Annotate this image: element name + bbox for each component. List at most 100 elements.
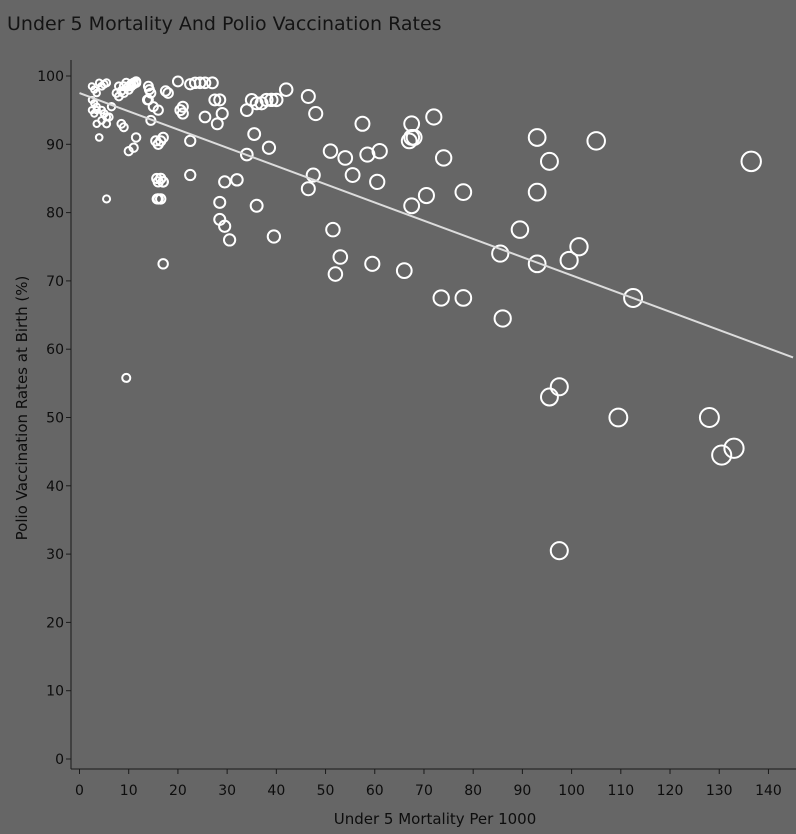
data-point bbox=[300, 88, 316, 104]
data-point bbox=[162, 87, 174, 99]
y-tick-label: 60 bbox=[46, 342, 64, 358]
data-point bbox=[269, 92, 284, 108]
data-point bbox=[425, 108, 443, 126]
x-tick-label: 140 bbox=[755, 783, 782, 799]
data-point bbox=[491, 244, 510, 263]
data-point bbox=[405, 129, 423, 146]
data-point bbox=[259, 92, 274, 107]
data-point bbox=[157, 176, 169, 188]
data-point bbox=[130, 132, 142, 143]
data-point bbox=[171, 75, 184, 88]
data-point bbox=[325, 221, 341, 238]
data-point bbox=[623, 287, 644, 308]
data-point bbox=[364, 255, 381, 272]
data-point bbox=[403, 115, 421, 133]
x-axis-label: Under 5 Mortality Per 1000 bbox=[334, 810, 537, 828]
x-tick-label: 0 bbox=[75, 783, 84, 799]
data-point bbox=[152, 104, 164, 116]
y-tick-label: 90 bbox=[46, 137, 64, 153]
data-point bbox=[711, 444, 733, 466]
data-point bbox=[210, 117, 224, 131]
data-point bbox=[300, 181, 316, 197]
data-point bbox=[128, 142, 139, 153]
y-axis-ticks: 0 10 20 30 40 50 60 70 80 90 100 bbox=[37, 69, 71, 768]
data-point bbox=[157, 131, 169, 144]
x-tick-label: 10 bbox=[120, 783, 138, 799]
data-point bbox=[208, 93, 222, 107]
data-point bbox=[222, 233, 237, 247]
chart-title: Under 5 Mortality And Polio Vaccination … bbox=[7, 13, 442, 35]
data-point bbox=[193, 76, 207, 90]
data-point bbox=[157, 258, 169, 270]
data-point bbox=[344, 167, 361, 183]
data-point bbox=[218, 219, 232, 233]
data-point bbox=[159, 85, 172, 97]
x-tick-label: 80 bbox=[464, 783, 482, 799]
y-tick-label: 0 bbox=[55, 752, 64, 768]
data-point bbox=[337, 150, 354, 166]
y-tick-label: 20 bbox=[46, 615, 64, 631]
y-tick-label: 50 bbox=[46, 411, 64, 427]
data-point bbox=[540, 387, 559, 407]
data-point bbox=[121, 372, 132, 383]
data-point bbox=[102, 78, 112, 88]
data-point bbox=[239, 147, 254, 162]
data-point bbox=[198, 76, 212, 90]
data-point bbox=[261, 140, 277, 155]
data-point bbox=[176, 107, 189, 120]
x-tick-label: 100 bbox=[558, 783, 585, 799]
data-point bbox=[417, 186, 435, 205]
data-point bbox=[327, 266, 344, 282]
trend-line bbox=[79, 92, 794, 359]
y-tick-label: 100 bbox=[37, 69, 64, 85]
data-point bbox=[92, 105, 101, 115]
data-point bbox=[155, 193, 167, 205]
data-point bbox=[102, 119, 112, 129]
data-point bbox=[540, 151, 559, 171]
data-point bbox=[369, 173, 386, 190]
data-point bbox=[723, 437, 745, 459]
data-point bbox=[403, 197, 421, 215]
x-tick-label: 20 bbox=[169, 783, 187, 799]
y-tick-label: 30 bbox=[46, 547, 64, 563]
data-points bbox=[87, 75, 762, 561]
y-tick-label: 70 bbox=[46, 274, 64, 290]
data-point bbox=[527, 254, 547, 274]
data-point bbox=[527, 182, 547, 202]
data-point bbox=[569, 237, 589, 257]
data-point bbox=[740, 150, 762, 173]
x-tick-label: 40 bbox=[267, 783, 285, 799]
data-point bbox=[92, 88, 101, 98]
data-point bbox=[264, 92, 279, 108]
data-point bbox=[213, 195, 227, 209]
data-point bbox=[205, 76, 219, 90]
data-point bbox=[586, 131, 606, 151]
data-point bbox=[230, 173, 244, 187]
data-point bbox=[354, 115, 371, 132]
data-point bbox=[400, 132, 418, 150]
data-point bbox=[510, 220, 530, 239]
data-point bbox=[308, 105, 324, 122]
data-point bbox=[395, 262, 413, 280]
data-point bbox=[266, 229, 282, 244]
data-point bbox=[102, 194, 112, 204]
data-point bbox=[549, 377, 569, 397]
data-point bbox=[332, 249, 349, 265]
data-point bbox=[493, 309, 512, 328]
data-point bbox=[432, 289, 450, 307]
data-point bbox=[184, 168, 197, 182]
x-tick-label: 50 bbox=[317, 783, 335, 799]
data-point bbox=[698, 407, 720, 428]
x-tick-label: 110 bbox=[607, 783, 634, 799]
data-point bbox=[215, 107, 229, 121]
data-point bbox=[454, 183, 473, 201]
data-point bbox=[218, 175, 232, 189]
data-point bbox=[305, 167, 321, 183]
data-point bbox=[249, 198, 264, 213]
x-tick-label: 30 bbox=[218, 783, 236, 799]
y-tick-label: 40 bbox=[46, 479, 64, 495]
x-tick-label: 60 bbox=[366, 783, 384, 799]
data-point bbox=[92, 119, 101, 129]
x-axis-ticks: 0 10 20 30 40 50 60 70 80 90 100 110 120 130 140 bbox=[75, 769, 782, 799]
